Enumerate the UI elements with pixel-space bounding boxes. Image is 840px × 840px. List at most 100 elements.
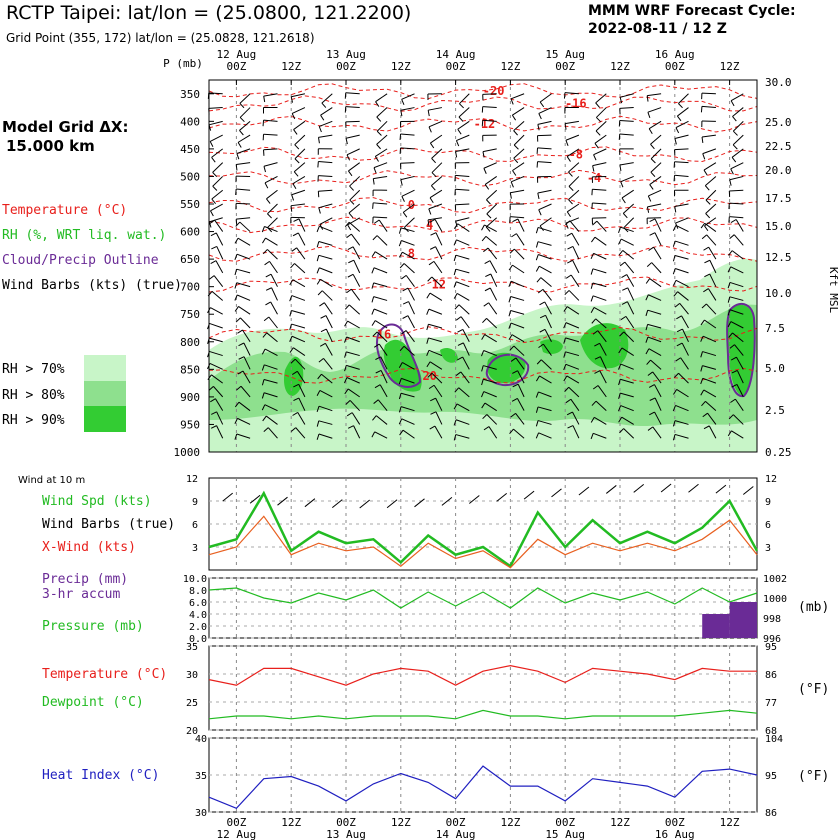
wind-barb	[349, 189, 361, 201]
wind-barb-flag	[401, 196, 405, 202]
wind-barb-flag	[701, 303, 707, 309]
wind-barb-flag	[672, 420, 676, 427]
wind-barb-flag	[513, 157, 519, 164]
wind-barb	[350, 288, 361, 301]
wind-barb-flag	[453, 223, 459, 229]
wind-barb	[318, 420, 333, 425]
time-tick-top: 00Z	[226, 60, 246, 73]
wind-barb	[236, 217, 251, 220]
wind-barb-flag	[568, 199, 573, 205]
wind-barb-flag	[590, 282, 594, 289]
wind-barb-flag	[266, 198, 271, 204]
wind-barb	[513, 134, 525, 146]
wind-barb	[651, 262, 662, 274]
wind-barb	[401, 189, 415, 197]
pressure-tick: 800	[180, 336, 200, 349]
wind-barb	[517, 383, 525, 398]
wind-barb	[675, 268, 689, 274]
wind-barb	[323, 302, 333, 315]
date-tick-bottom: 15 Aug	[545, 828, 585, 840]
wind-barb-flag	[344, 388, 349, 395]
wind-barb	[647, 107, 662, 113]
wind-barb-flag	[318, 126, 322, 133]
wind-barb	[485, 235, 498, 246]
pressure-tick-right: 996	[763, 634, 781, 645]
wind-barb-flag	[704, 259, 711, 264]
wind-barb	[373, 216, 388, 219]
wind-barb-flag	[729, 234, 735, 239]
wind-barb	[593, 307, 607, 315]
wind-barb	[676, 388, 689, 398]
wind-barb-flag	[374, 384, 381, 389]
wind-barb	[435, 397, 443, 411]
date-tick-bottom: 14 Aug	[436, 828, 476, 840]
precip-tick: 4.0	[189, 610, 207, 621]
wind-barb	[402, 429, 415, 439]
wind-barb	[270, 301, 278, 315]
wind-barb-flag	[676, 342, 683, 347]
isotherm-label: 12	[432, 277, 446, 291]
wind-barb-flag	[512, 218, 519, 223]
wind-barb	[403, 345, 415, 356]
wind-tick-left: 9	[192, 497, 198, 508]
wind-barb	[620, 175, 634, 183]
wind-barb-flag	[234, 254, 238, 260]
wind-barb-flag	[512, 383, 519, 388]
wind-barb	[705, 400, 717, 412]
wind-barb	[565, 322, 580, 329]
wind-barb	[433, 261, 443, 274]
wind-barb-flag	[675, 127, 680, 134]
wind-barb-flag	[539, 328, 546, 333]
wind-barb	[400, 147, 415, 150]
wind-barb	[209, 134, 223, 142]
time-tick-bottom: 00Z	[226, 816, 246, 829]
wind-barb-flag	[372, 202, 374, 209]
wind-barb	[734, 344, 744, 356]
sfc-wind-barb	[605, 485, 617, 494]
wind-barb-flag	[700, 319, 705, 326]
wind-barb	[455, 203, 470, 206]
wind-barb-flag	[426, 324, 429, 331]
wind-barb-flag	[399, 263, 405, 269]
wind-barb	[266, 189, 278, 200]
wind-barb-flag	[453, 255, 457, 262]
wind-barb-flag	[732, 144, 738, 150]
wind-barb	[654, 411, 662, 425]
wind-tick-right: 3	[765, 543, 771, 554]
wind-barb	[431, 176, 443, 187]
wind-barb-flag	[510, 357, 517, 362]
wind-barb	[678, 372, 689, 384]
wind-barb	[514, 248, 525, 260]
wind-barb	[517, 218, 525, 232]
wind-barb	[678, 93, 689, 104]
wind-barb-flag	[290, 205, 293, 212]
isotherm-label: 0	[408, 198, 415, 212]
wind-barb-flag	[535, 406, 539, 413]
wind-barb-flag	[344, 320, 348, 327]
date-tick-top: 15 Aug	[545, 48, 585, 61]
wind-speed-label: Wind Spd (kts)	[42, 494, 152, 509]
wind-barb-flag	[566, 232, 573, 237]
wind-barb	[619, 162, 634, 166]
time-tick-top: 12Z	[500, 60, 520, 73]
wind-barb-flag	[649, 184, 654, 190]
wind-barb-flag	[263, 166, 266, 173]
wind-barb	[291, 107, 306, 114]
wind-barb-flag	[727, 321, 732, 328]
wind-barb-flag	[676, 315, 682, 320]
wind-barb	[732, 134, 744, 146]
wind-speed-line	[208, 490, 759, 569]
wind-barb	[435, 232, 443, 246]
wind-barb	[566, 375, 580, 384]
wind-barb-flag	[234, 433, 238, 440]
wind-barb	[486, 189, 498, 201]
date-tick-bottom: 12 Aug	[217, 828, 257, 840]
wind-barb	[537, 420, 552, 425]
wind-barb-flag	[402, 315, 409, 319]
wind-barb-flag	[211, 198, 216, 205]
wind-barb	[455, 188, 470, 191]
wind-barb	[537, 161, 552, 164]
pressure-tick-right: 998	[763, 614, 781, 625]
wind-barb	[407, 287, 415, 301]
wind-barb	[435, 246, 443, 260]
